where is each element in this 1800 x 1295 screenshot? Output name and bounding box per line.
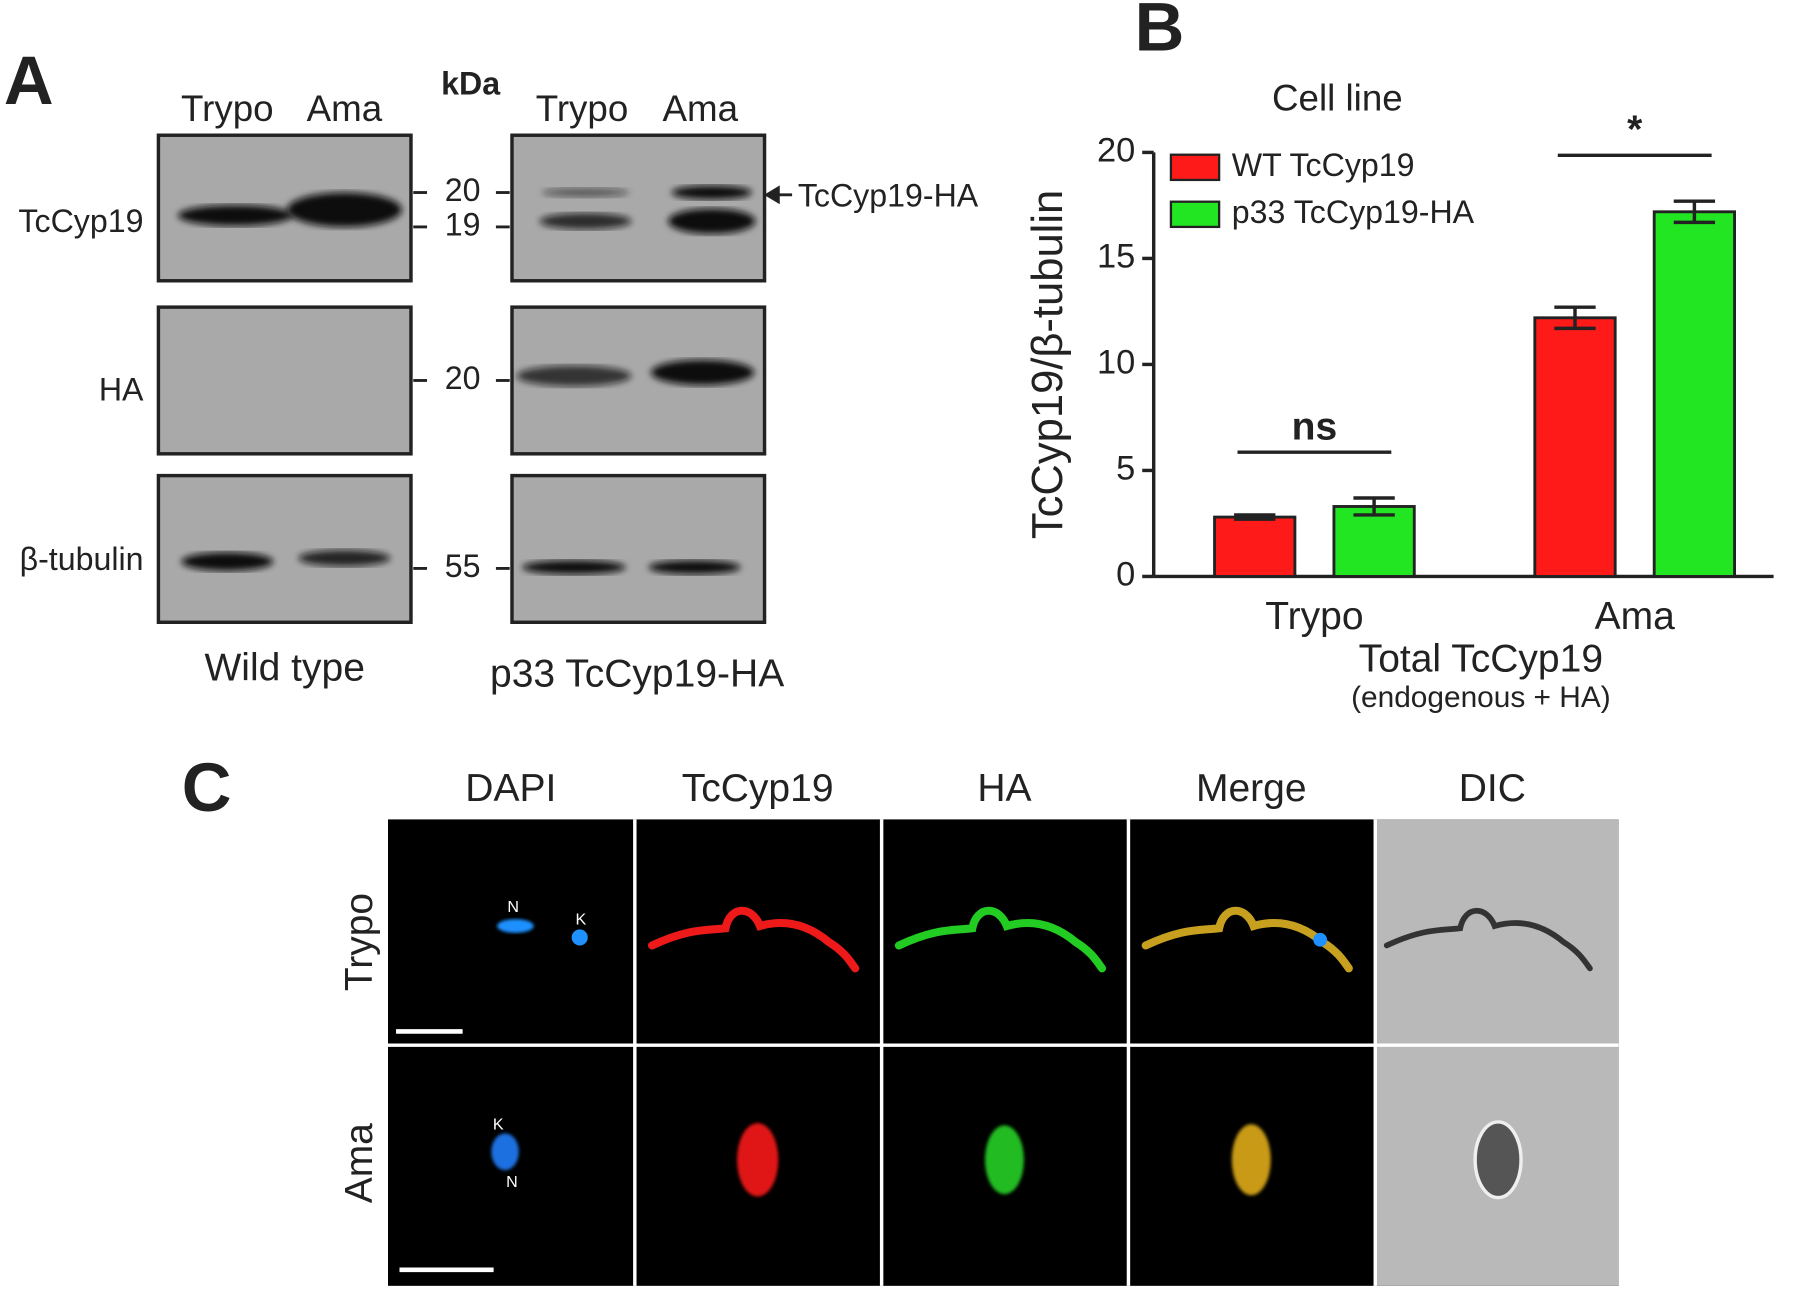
micrographs [388,819,1619,1286]
column-label: TcCyp19 [682,767,834,810]
y-tick-label: 10 [1097,344,1135,382]
amastigote [1231,1124,1271,1196]
row-label: TcCyp19 [18,203,143,239]
error-bar [1673,199,1716,225]
blot [510,473,767,625]
lane-label: Trypo [181,88,274,129]
blots [156,133,767,625]
image-dividers [388,819,1619,1286]
band [181,552,274,571]
lane-label: Ama [663,88,739,129]
cell-label: K [493,1116,504,1134]
band [668,208,756,234]
arrow-label: TcCyp19-HA [798,178,979,214]
bar [1652,210,1737,578]
kda-marker: 20 [445,172,481,208]
band [648,560,741,575]
blot [156,473,413,625]
band [177,205,293,226]
kda-marker: 55 [445,548,481,584]
column-label: DIC [1459,767,1526,810]
band [516,365,632,387]
kda-label: kDa [441,65,501,101]
legend-label: WT TcCyp19 [1232,147,1415,183]
legend-label: p33 TcCyp19-HA [1232,194,1475,230]
error-bar [1353,496,1395,517]
bar [1332,505,1416,578]
error-bar [1234,513,1276,521]
row-label: β-tubulin [20,541,144,577]
cell-label: N [506,1173,518,1191]
row-label: Trypo [338,893,381,991]
panel-letter: C [182,749,232,826]
row-label: HA [99,371,144,407]
legend-swatch [1169,200,1221,229]
blot [510,133,767,283]
bar [1533,316,1617,578]
panel-letter: B [1135,0,1185,65]
band [298,550,391,567]
band [671,185,752,200]
blot [156,305,413,456]
y-tick-label: 5 [1116,450,1135,488]
lane-label: Ama [307,88,383,129]
marker-ticks [413,185,793,570]
x-tick-label: Ama [1595,595,1676,638]
y-axis-label: TcCyp19/β-tubulin [1024,190,1072,539]
cell-label: N [507,898,519,916]
amastigote [1473,1120,1523,1200]
kda-marker: 20 [445,360,481,396]
nucleus [491,1133,519,1171]
column-label: HA [977,767,1031,810]
bar-chart: 0 5 10 15 20 TcCyp19/β-tubulin Cell line Total … [1024,78,1774,714]
kinetoplast [571,929,588,946]
band [650,359,755,386]
significance-label: * [1627,109,1643,152]
amastigote [984,1125,1024,1195]
amastigote [736,1123,779,1197]
kda-marker: 19 [445,206,481,242]
band [541,187,630,198]
band [286,192,402,227]
y-tick-label: 20 [1097,132,1135,170]
x-axis-sublabel: (endogenous + HA) [1351,681,1611,714]
column-label: Merge [1196,767,1307,810]
x-tick-label: Trypo [1265,595,1363,638]
panel-letter: A [4,42,54,119]
x-axis-label: Total TcCyp19 [1359,638,1603,681]
y-tick-label: 15 [1097,238,1135,276]
band [539,213,632,230]
cell-label: K [576,910,587,928]
trypomastigotes [648,906,1593,973]
nucleus [497,919,534,933]
error-bar [1554,305,1596,331]
dic-image [1375,819,1619,1286]
blot-caption: p33 TcCyp19-HA [490,652,784,695]
row-label: Ama [338,1123,381,1203]
column-label: DAPI [465,767,556,810]
legend-swatch [1169,153,1221,182]
lane-label: Trypo [536,88,629,129]
band [522,560,626,575]
bar [1213,515,1297,578]
y-tick-label: 0 [1116,556,1135,594]
significance-label: ns [1292,406,1338,449]
blot-caption: Wild type [204,647,364,690]
chart-title: Cell line [1272,78,1403,119]
